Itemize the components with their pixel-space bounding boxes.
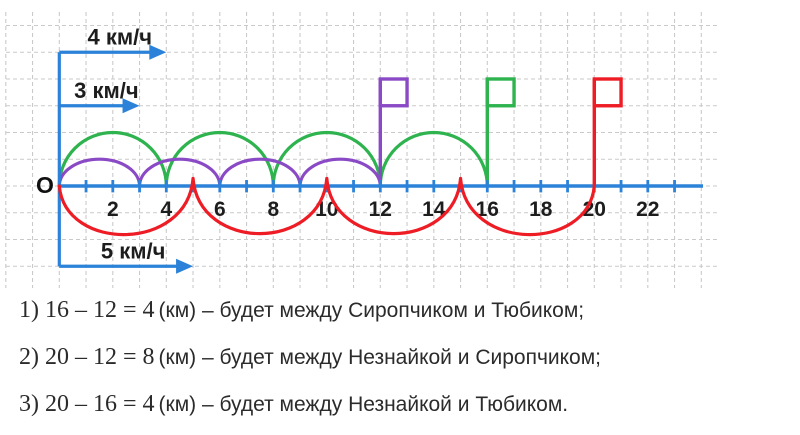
speed-arrows: 4 км/ч 3 км/ч 5 км/ч (59, 24, 194, 274)
solution-equation: 2) 20 – 12 = 8 (19, 344, 155, 370)
solution-equation: 1) 16 – 12 = 4 (19, 297, 155, 323)
speed-label: 4 км/ч (88, 24, 153, 49)
flag (378, 77, 409, 108)
motion-diagram: O 2 4 6 8 10 12 14 16 18 20 22 4 км/ч 3 км/ч 5 км/ч (5, 12, 717, 288)
axis-number-label: 22 (636, 198, 659, 221)
jump-arcs (57, 176, 596, 237)
series-3-kmh (57, 77, 409, 188)
speed-arrow-head (149, 44, 167, 60)
jump-arcs (57, 157, 382, 188)
solution-description: (км) – будет между Незнайкой и Сиропчико… (158, 346, 601, 369)
axis-number-label: 10 (315, 198, 338, 221)
jump-arcs (57, 130, 489, 188)
axis-number-label: 16 (476, 198, 499, 221)
flag (592, 77, 623, 108)
solution-line: 1) 16 – 12 = 4 (км) – будет между Сиропчи… (19, 298, 800, 325)
axis-number-label: 12 (369, 198, 392, 221)
speed-label: 3 км/ч (74, 78, 139, 103)
axis-number-label: 6 (214, 198, 226, 221)
axis-number-label: 18 (529, 198, 553, 221)
axis-number-label: 14 (422, 198, 446, 221)
series-4-kmh (57, 77, 516, 188)
number-line-figure: O2 4 6 8 10 12 14 16 18 20 224 км/ч3 км/ч5 км/ч (5, 12, 717, 288)
speed-label: 5 км/ч (101, 238, 166, 263)
origin-label: O (36, 172, 54, 198)
flag (485, 77, 516, 108)
series-5-kmh (57, 77, 623, 237)
axis: O (36, 52, 703, 267)
grid (5, 12, 717, 288)
solution-description: (км) – будет между Незнайкой и Тюбиком. (158, 393, 569, 416)
axis-number-labels: 2 4 6 8 10 12 14 16 18 20 22 (107, 198, 660, 221)
solution-line: 2) 20 – 12 = 8 (км) – будет между Незнайк… (19, 345, 800, 372)
axis-number-label: 4 (160, 198, 172, 221)
solution-line: 3) 20 – 16 = 4 (км) – будет между Незнайк… (19, 392, 800, 419)
axis-number-label: 8 (267, 198, 279, 221)
solutions-list: 1) 16 – 12 = 4 (км) – будет между Сиропчи… (0, 292, 800, 419)
axis-number-label: 2 (107, 198, 119, 221)
speed-arrow-head (176, 258, 194, 274)
speed-arrow-head (122, 98, 140, 114)
solution-equation: 3) 20 – 16 = 4 (19, 391, 155, 417)
solution-description: (км) – будет между Сиропчиком и Тюбиком; (158, 299, 585, 322)
